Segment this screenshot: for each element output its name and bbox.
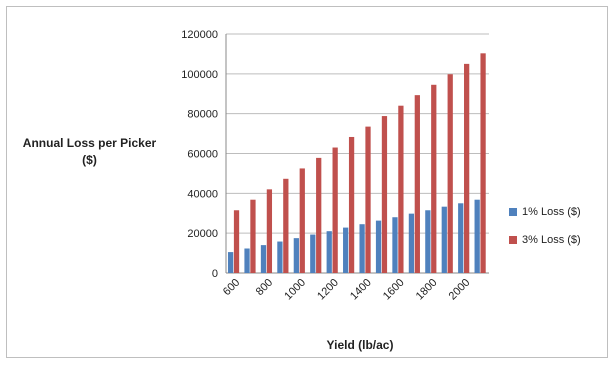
bar-3pct-1600: [398, 105, 404, 273]
x-tick-label-800: 800: [254, 277, 275, 298]
y-tick-label-80000: 80000: [187, 109, 218, 121]
bar-3pct-1700: [414, 95, 420, 273]
bar-1pct-1900: [441, 206, 447, 273]
bar-3pct-1100: [316, 157, 322, 273]
y-tick-label-60000: 60000: [187, 149, 218, 161]
x-tick-label-1200: 1200: [315, 277, 341, 303]
bar-3pct-700: [250, 199, 256, 273]
x-tick-label-1800: 1800: [414, 277, 440, 303]
bar-1pct-1100: [310, 234, 316, 273]
bar-3pct-1800: [431, 84, 437, 273]
bar-1pct-1500: [375, 220, 382, 273]
bar-3pct-1500: [381, 116, 388, 273]
bar-1pct-2100: [474, 199, 480, 273]
x-axis-title: Yield (lb/ac): [326, 338, 394, 352]
bar-1pct-1800: [425, 210, 431, 273]
bar-3pct-2000: [464, 63, 470, 273]
bar-1pct-600: [227, 252, 234, 273]
legend-label-1pct: 1% Loss ($): [522, 206, 581, 218]
bar-3pct-1000: [299, 168, 305, 273]
bar-1pct-1000: [293, 238, 299, 273]
bar-1pct-1200: [326, 231, 332, 273]
bar-1pct-1600: [392, 217, 398, 273]
legend-item-3pct: 3% Loss ($): [509, 231, 581, 249]
x-tick-label-600: 600: [221, 277, 242, 298]
bar-1pct-1300: [343, 227, 349, 273]
bar-3pct-900: [283, 178, 289, 273]
legend-swatch-3pct: [509, 236, 517, 244]
bar-1pct-1400: [359, 224, 365, 273]
x-tick-label-1400: 1400: [348, 277, 374, 303]
y-tick-label-20000: 20000: [187, 228, 218, 240]
y-tick-label-0: 0: [212, 268, 218, 280]
legend-swatch-1pct: [509, 208, 517, 216]
bar-3pct-1300: [348, 136, 355, 273]
x-tick-label-1000: 1000: [282, 277, 308, 303]
x-tick-label-2000: 2000: [447, 277, 473, 303]
bar-3pct-1900: [447, 74, 453, 274]
bar-3pct-1400: [365, 126, 371, 273]
bar-3pct-1200: [332, 147, 338, 273]
y-tick-label-100000: 100000: [181, 69, 218, 81]
bar-3pct-800: [266, 189, 273, 273]
chart-frame: [6, 6, 608, 358]
bar-3pct-600: [233, 210, 240, 273]
bar-1pct-2000: [458, 203, 464, 273]
bar-3pct-2100: [480, 53, 486, 273]
bar-1pct-1700: [408, 213, 415, 273]
legend-label-3pct: 3% Loss ($): [522, 234, 581, 246]
legend: 1% Loss ($) 3% Loss ($): [509, 203, 581, 259]
bar-1pct-800: [260, 245, 267, 273]
y-axis-title: Annual Loss per Picker ($): [22, 136, 157, 167]
y-tick-label-40000: 40000: [187, 188, 218, 200]
x-tick-label-1600: 1600: [381, 277, 407, 303]
bar-1pct-700: [244, 248, 250, 273]
legend-item-1pct: 1% Loss ($): [509, 203, 581, 221]
y-tick-label-120000: 120000: [181, 29, 218, 41]
bar-1pct-900: [277, 241, 283, 273]
